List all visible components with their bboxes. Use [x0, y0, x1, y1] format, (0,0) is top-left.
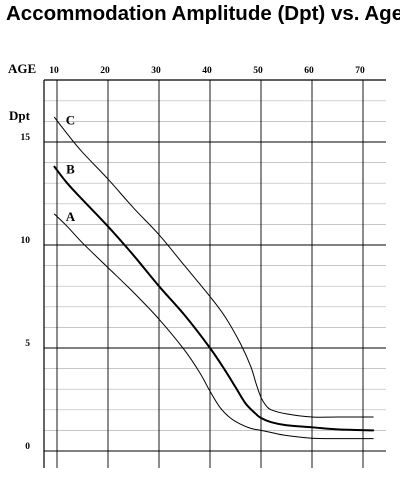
x-tick-label: 50 [253, 66, 263, 76]
y-axis-ticks: 0 5 10 15 [21, 133, 31, 452]
y-tick-label: 15 [21, 133, 31, 143]
x-tick-label: 20 [100, 66, 110, 76]
chart-title: Accommodation Amplitude (Dpt) vs. Age [6, 2, 400, 25]
y-tick-label: 10 [21, 236, 31, 246]
series-labels: C B A [66, 112, 76, 224]
series-line-c [53, 116, 374, 418]
series-label-a: A [66, 209, 76, 224]
x-tick-label: 30 [151, 66, 161, 76]
series-label-c: C [66, 112, 75, 127]
series-line-b [53, 165, 375, 432]
major-gridlines [44, 80, 386, 468]
y-axis-label: Dpt [9, 108, 31, 123]
series-line-a [53, 213, 374, 440]
series-label-b: B [66, 162, 75, 177]
y-tick-label: 0 [25, 442, 30, 452]
x-tick-label: 40 [202, 66, 212, 76]
x-tick-label: 70 [355, 66, 365, 76]
minor-gridlines [44, 100, 386, 431]
x-tick-label: 60 [304, 66, 314, 76]
x-axis-label: AGE [8, 61, 36, 76]
plot-frame [43, 79, 386, 468]
series-lines [53, 116, 375, 440]
y-tick-label: 5 [25, 339, 30, 349]
x-axis-ticks: 10 20 30 40 50 60 70 [49, 66, 365, 76]
x-tick-label: 10 [49, 66, 59, 76]
